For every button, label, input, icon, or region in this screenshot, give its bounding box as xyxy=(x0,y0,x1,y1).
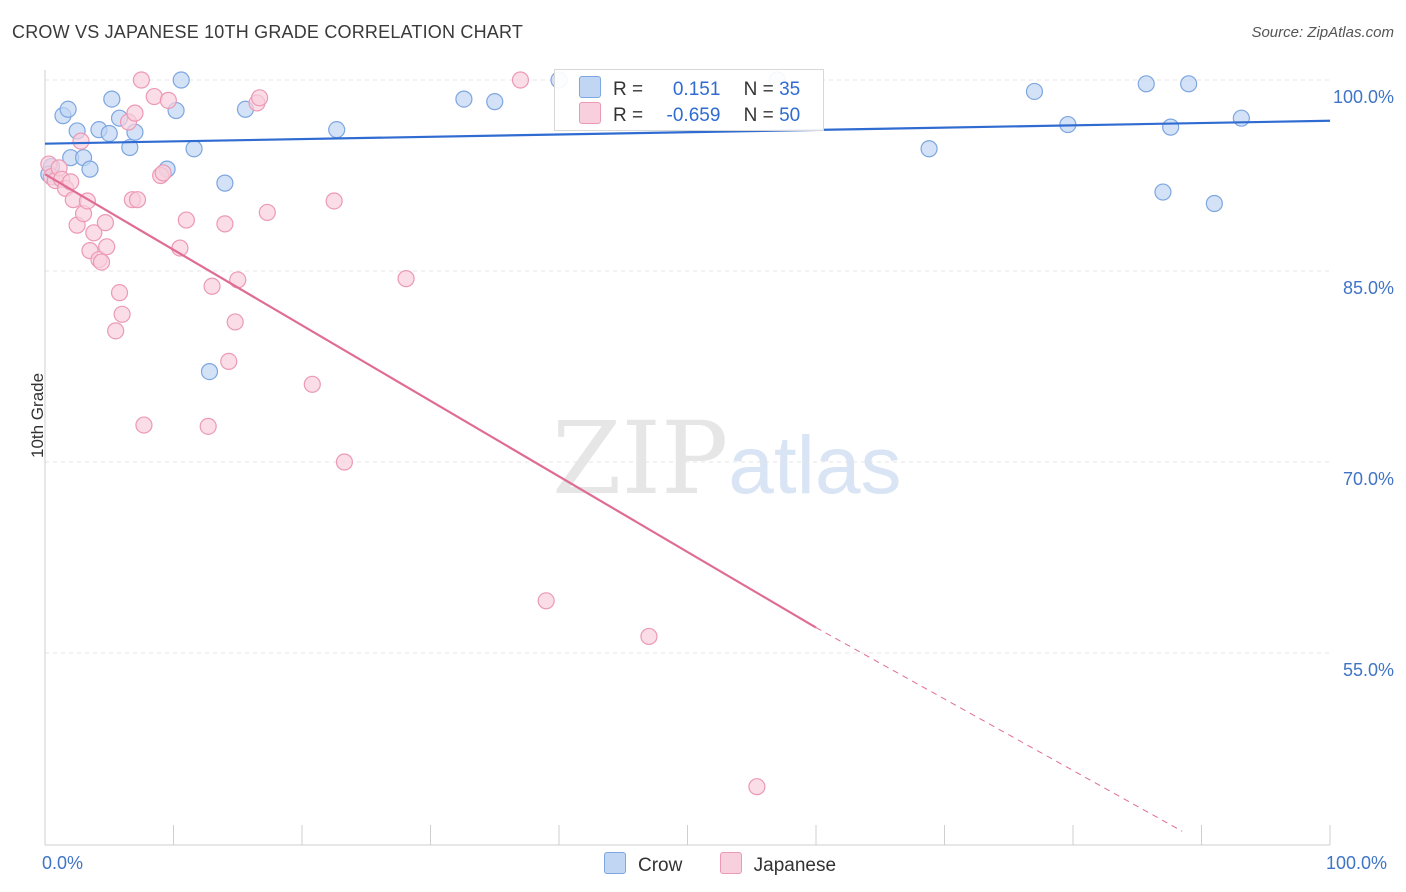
japanese-point-23 xyxy=(126,104,144,122)
crow-swatch xyxy=(579,76,601,98)
crow-point-16 xyxy=(185,140,203,158)
japanese-point-47 xyxy=(537,592,555,610)
x-tick-label-min: 0.0% xyxy=(42,853,84,873)
crow-point-25 xyxy=(920,140,938,158)
japanese-point-18 xyxy=(107,322,125,340)
crow-trend-line xyxy=(44,119,1331,145)
chart-title: CROW VS JAPANESE 10TH GRADE CORRELATION … xyxy=(12,22,524,42)
japanese-point-19 xyxy=(110,284,129,302)
y-axis-title: 10th Grade xyxy=(28,372,47,458)
japanese-swatch xyxy=(579,102,601,124)
crow-point-26 xyxy=(1025,82,1044,101)
japanese-point-24 xyxy=(128,191,147,209)
series-legend: Crow Japanese xyxy=(604,852,868,877)
watermark-atlas: atlas xyxy=(728,420,902,511)
correlation-legend: R = 0.151 N = 35 R = -0.659 N = 50 xyxy=(554,69,824,131)
crow-point-18 xyxy=(216,174,234,192)
japanese-point-30 xyxy=(159,91,177,109)
legend-japanese-swatch xyxy=(719,852,742,874)
japanese-point-43 xyxy=(325,192,343,210)
japanese-point-6 xyxy=(62,173,80,191)
legend-crow-swatch xyxy=(604,852,626,874)
japanese-trend-line xyxy=(44,173,817,629)
japanese-point-35 xyxy=(216,215,234,233)
japanese-point-15 xyxy=(92,253,111,271)
japanese-point-40 xyxy=(250,89,269,107)
crow-n-label: N = xyxy=(743,79,774,100)
source-label: Source: ZipAtlas.com xyxy=(1251,24,1394,41)
legend-japanese-label: Japanese xyxy=(753,855,837,876)
japanese-point-26 xyxy=(135,416,153,434)
japanese-trend-extension xyxy=(815,627,1183,832)
legend-item-crow[interactable]: Crow xyxy=(604,852,682,877)
y-tick-label-55: 55.0% xyxy=(1342,660,1394,680)
crow-point-28 xyxy=(1137,75,1155,93)
y-tick-label-70: 70.0% xyxy=(1342,469,1394,489)
japanese-point-49 xyxy=(748,778,766,796)
legend-crow-label: Crow xyxy=(638,855,683,876)
crow-point-31 xyxy=(1180,75,1198,93)
crow-point-29 xyxy=(1154,183,1172,201)
crow-point-9 xyxy=(103,90,121,108)
crow-point-15 xyxy=(172,71,190,89)
crow-point-22 xyxy=(486,93,504,111)
crow-point-33 xyxy=(1232,109,1250,127)
japanese-n-value: 50 xyxy=(779,105,801,126)
crow-r-value: 0.151 xyxy=(672,79,721,100)
legend-row-crow: R = 0.151 N = 35 xyxy=(579,76,800,100)
japanese-point-42 xyxy=(303,375,321,393)
japanese-r-label: R = xyxy=(613,105,644,126)
crow-r-label: R = xyxy=(613,79,644,100)
y-tick-label-100: 100.0% xyxy=(1332,87,1394,107)
watermark-zip: ZIP xyxy=(552,400,729,517)
japanese-point-9 xyxy=(72,132,90,150)
crow-point-32 xyxy=(1205,194,1223,213)
japanese-point-37 xyxy=(226,313,244,331)
japanese-point-27 xyxy=(145,87,163,106)
japanese-point-13 xyxy=(85,224,103,242)
japanese-point-36 xyxy=(220,352,238,371)
japanese-point-44 xyxy=(335,453,354,471)
japanese-point-17 xyxy=(98,238,116,256)
japanese-point-25 xyxy=(132,71,150,89)
japanese-r-value: -0.659 xyxy=(666,105,721,126)
legend-row-japanese: R = -0.659 N = 50 xyxy=(579,102,800,126)
japanese-point-16 xyxy=(96,214,114,232)
japanese-point-34 xyxy=(203,277,221,295)
crow-point-30 xyxy=(1162,118,1180,136)
crow-point-20 xyxy=(328,121,346,139)
crow-point-2 xyxy=(59,100,77,118)
crow-point-11 xyxy=(121,138,139,157)
japanese-point-46 xyxy=(511,71,530,89)
japanese-point-29 xyxy=(154,164,172,182)
japanese-n-label: N = xyxy=(743,105,774,126)
x-tick-label-max: 100.0% xyxy=(1326,853,1388,873)
japanese-point-45 xyxy=(397,270,415,288)
japanese-point-33 xyxy=(199,417,217,435)
crow-point-8 xyxy=(100,124,118,143)
watermark: ZIPatlas xyxy=(552,400,902,517)
japanese-point-48 xyxy=(640,627,658,646)
crow-n-value: 35 xyxy=(779,79,801,100)
crow-point-17 xyxy=(200,362,219,381)
japanese-point-41 xyxy=(258,203,276,222)
crow-point-21 xyxy=(455,90,473,108)
japanese-point-32 xyxy=(177,211,195,229)
legend-item-japanese[interactable]: Japanese xyxy=(719,852,837,877)
y-tick-label-85: 85.0% xyxy=(1342,278,1394,298)
crow-point-6 xyxy=(81,160,99,178)
japanese-point-20 xyxy=(113,305,131,323)
